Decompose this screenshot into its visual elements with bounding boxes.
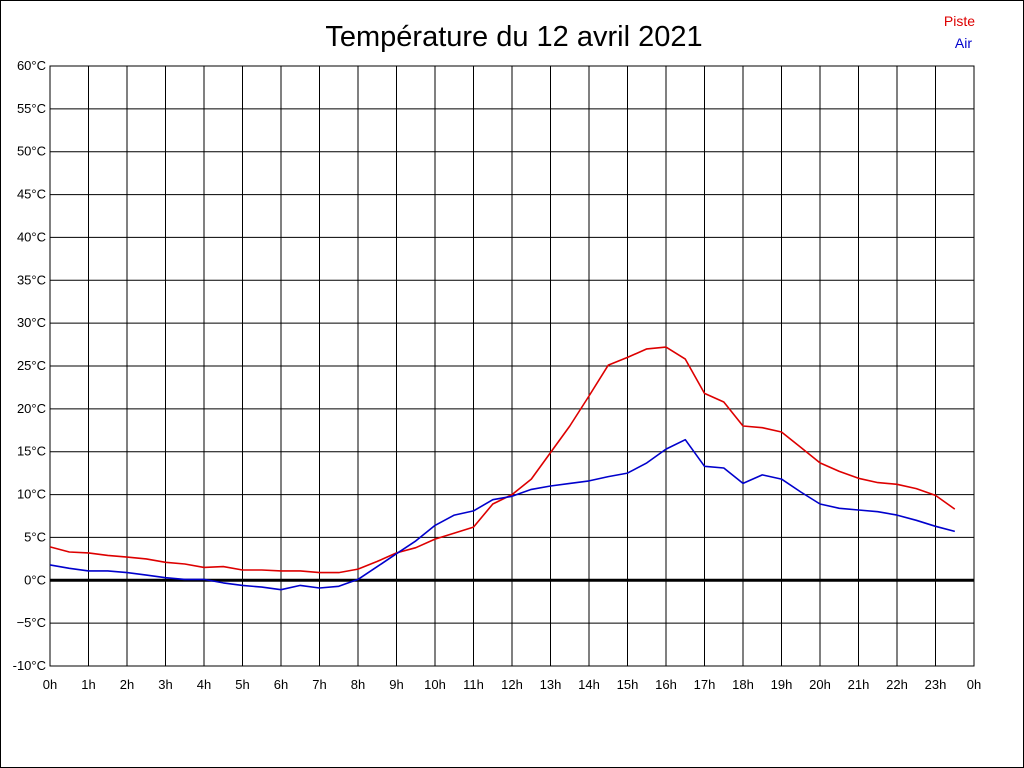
legend: Piste Air [944, 13, 975, 51]
x-tick-label: 3h [158, 677, 172, 692]
x-tick-label: 18h [732, 677, 754, 692]
x-tick-label: 21h [848, 677, 870, 692]
y-tick-label: 55°C [17, 101, 46, 116]
y-tick-label: 25°C [17, 358, 46, 373]
legend-air: Air [955, 35, 972, 51]
x-tick-label: 13h [540, 677, 562, 692]
y-axis-ticks: 60°C 55°C 50°C 45°C 40°C 35°C 30°C 25°C 20°C 15°C… [13, 58, 46, 673]
y-tick-label: 10°C [17, 487, 46, 502]
series-lines [49, 346, 956, 591]
x-tick-label: 9h [389, 677, 403, 692]
y-tick-label: -10°C [13, 658, 46, 673]
x-tick-label: 15h [617, 677, 639, 692]
grid-lines [49, 65, 975, 667]
legend-piste: Piste [944, 13, 975, 29]
x-tick-label: 14h [578, 677, 600, 692]
x-tick-label: 22h [886, 677, 908, 692]
x-tick-label: 7h [312, 677, 326, 692]
x-tick-label: 11h [463, 677, 484, 692]
x-tick-label: 17h [694, 677, 716, 692]
x-tick-label: 0h [967, 677, 981, 692]
x-tick-label: 16h [655, 677, 677, 692]
x-tick-label: 8h [351, 677, 365, 692]
series-line-air [49, 438, 956, 591]
x-tick-label: 1h [81, 677, 95, 692]
x-tick-label: 23h [925, 677, 947, 692]
y-tick-label: 60°C [17, 58, 46, 73]
x-tick-label: 19h [771, 677, 793, 692]
y-tick-label: 20°C [17, 401, 46, 416]
y-tick-label: 40°C [17, 229, 46, 244]
y-tick-label: 5°C [24, 529, 46, 544]
y-tick-label: 0°C [24, 572, 46, 587]
y-tick-label: −5°C [17, 615, 46, 630]
y-tick-label: 45°C [17, 187, 46, 202]
x-tick-label: 5h [235, 677, 249, 692]
x-tick-label: 12h [501, 677, 523, 692]
series-line-piste [49, 346, 956, 574]
y-tick-label: 35°C [17, 272, 46, 287]
x-tick-label: 10h [424, 677, 446, 692]
x-tick-label: 20h [809, 677, 831, 692]
chart-title: Température du 12 avril 2021 [325, 21, 702, 53]
x-tick-label: 2h [120, 677, 134, 692]
y-tick-label: 50°C [17, 144, 46, 159]
y-tick-label: 15°C [17, 444, 46, 459]
x-axis-ticks: 0h 1h 2h 3h 4h 5h 6h 7h 8h 9h 10h 11h 12h 13h 14h 15h 16… [43, 677, 981, 692]
x-tick-label: 6h [274, 677, 288, 692]
y-tick-label: 30°C [17, 315, 46, 330]
x-tick-label: 4h [197, 677, 211, 692]
x-tick-label: 0h [43, 677, 57, 692]
